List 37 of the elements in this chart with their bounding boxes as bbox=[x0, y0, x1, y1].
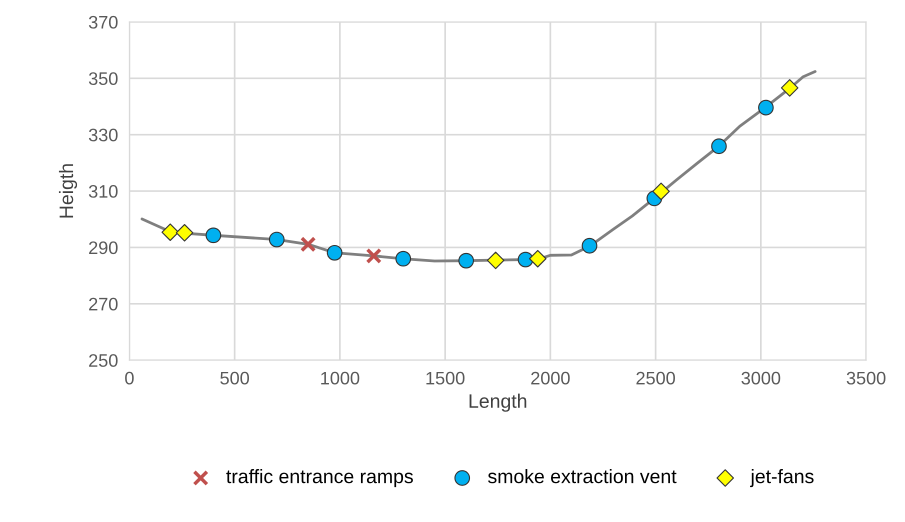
y-tick-label: 250 bbox=[89, 354, 118, 367]
point bbox=[300, 236, 316, 252]
x-axis-title: Length bbox=[470, 394, 526, 412]
y-tick-label: 330 bbox=[88, 128, 118, 142]
point bbox=[366, 248, 382, 264]
point bbox=[652, 182, 670, 200]
y-tick-label: 370 bbox=[88, 16, 118, 29]
point bbox=[780, 79, 798, 97]
legend-label: smoke extraction vent bbox=[488, 469, 676, 484]
legend-label: traffic entrance ramps bbox=[226, 469, 413, 488]
x-tick-label: 2500 bbox=[636, 372, 675, 385]
point bbox=[206, 227, 222, 244]
point bbox=[711, 138, 727, 154]
point bbox=[268, 232, 285, 248]
y-tick-label: 290 bbox=[89, 241, 118, 254]
x-tick-label: 3500 bbox=[846, 372, 886, 385]
point bbox=[582, 238, 598, 254]
point bbox=[518, 252, 534, 268]
y-axis-title: Heigth bbox=[58, 164, 78, 218]
x-tick-label: 0 bbox=[125, 372, 134, 385]
x-tick-label: 3000 bbox=[741, 372, 780, 385]
legend-label: jet-fans bbox=[750, 469, 814, 488]
point bbox=[395, 250, 412, 267]
x-tick-label: 500 bbox=[220, 372, 250, 385]
point bbox=[758, 100, 774, 116]
x-tick-label: 1500 bbox=[426, 372, 465, 385]
point bbox=[528, 250, 547, 268]
y-tick-label: 310 bbox=[88, 184, 118, 198]
y-tick-label: 270 bbox=[89, 298, 118, 311]
point bbox=[326, 244, 342, 261]
x-tick-label: 1000 bbox=[321, 372, 360, 385]
y-tick-label: 350 bbox=[88, 72, 118, 86]
point bbox=[176, 224, 194, 242]
point bbox=[161, 223, 180, 241]
point bbox=[486, 252, 504, 270]
x-tick-label: 2000 bbox=[531, 372, 570, 385]
point bbox=[458, 252, 474, 269]
